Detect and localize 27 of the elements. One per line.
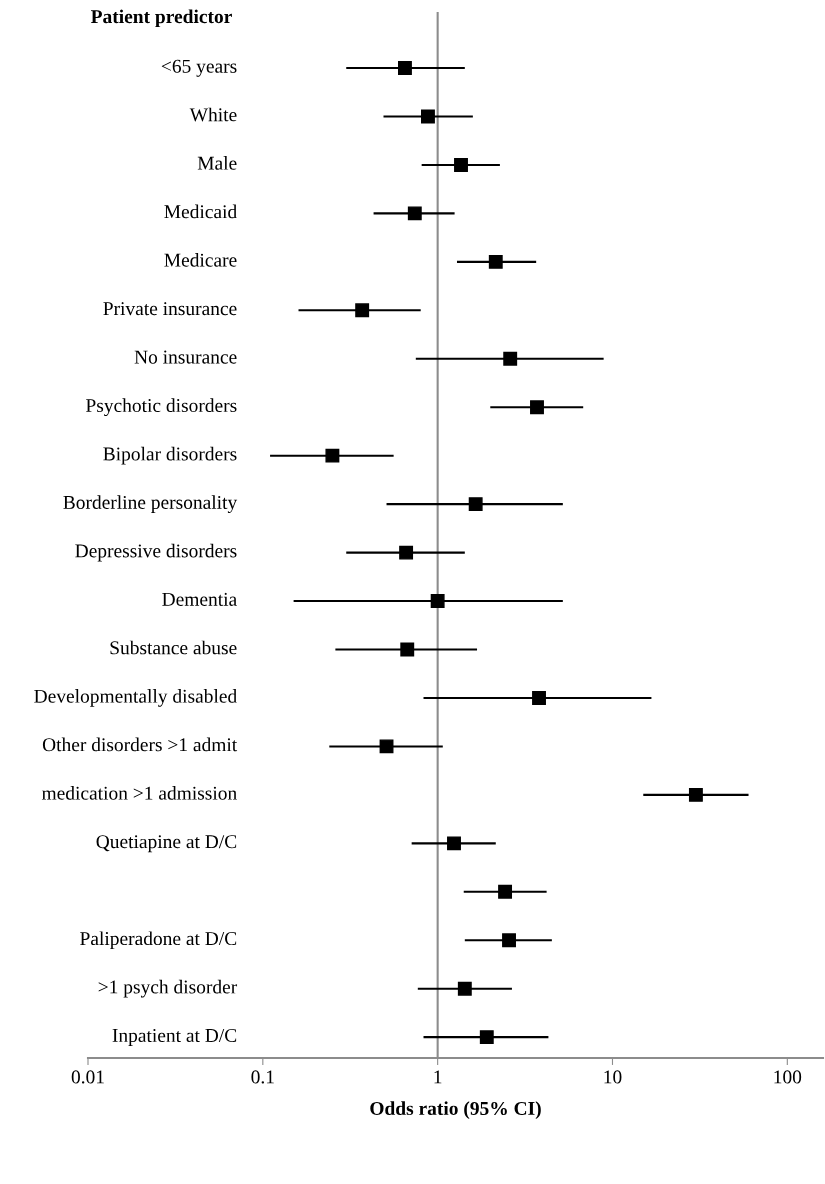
y-tick-label: Other disorders >1 admit	[42, 737, 238, 752]
y-tick-label: Paliperadone at D/C	[80, 931, 237, 950]
x-tick-label: 0.1	[251, 1070, 274, 1084]
y-tick-label: Borderline personality	[63, 495, 238, 513]
x-tick-label: 1	[434, 1070, 442, 1084]
y-tick-label: White	[189, 107, 237, 122]
chart-title: Patient predictor	[91, 9, 232, 28]
y-tick-label: Quetiapine at D/C	[96, 835, 237, 853]
y-tick-label: Inpatient at D/C	[112, 1028, 237, 1046]
y-tick-label: <65 years	[161, 59, 237, 77]
y-tick-label: Dementia	[162, 592, 237, 606]
x-tick-label: 100	[774, 1070, 802, 1084]
x-tick-label: 10	[604, 1070, 622, 1084]
y-tick-label: Psychotic disorders	[86, 398, 237, 417]
y-tick-label: Developmentally disabled	[34, 689, 237, 707]
y-tick-label: Medicaid	[164, 204, 237, 219]
y-tick-label: Private insurance	[103, 302, 237, 316]
x-axis-title: Odds ratio (95% CI)	[370, 1101, 541, 1119]
y-tick-label: Male	[197, 156, 237, 170]
y-tick-label: No insurance	[134, 350, 237, 364]
y-tick-label: Substance abuse	[110, 640, 237, 655]
y-tick-label: Bipolar disorders	[103, 446, 237, 465]
y-tick-label: Medicare	[164, 253, 237, 267]
x-tick-label: 0.01	[71, 1070, 104, 1084]
y-tick-label: medication >1 admission	[41, 786, 237, 800]
y-tick-label: >1 psych disorder	[98, 979, 238, 998]
y-tick-label: Depressive disorders	[75, 543, 237, 562]
